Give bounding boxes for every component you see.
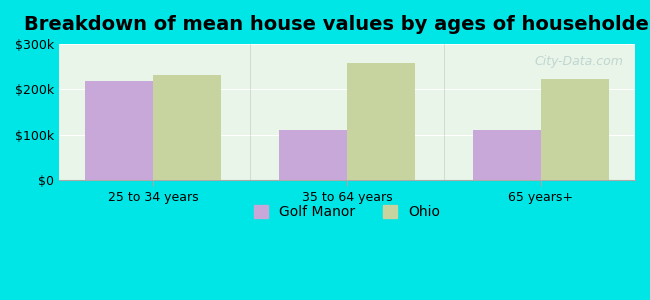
Bar — [279, 130, 347, 180]
Bar — [153, 75, 221, 180]
Text: City-Data.com: City-Data.com — [534, 55, 623, 68]
Bar — [541, 79, 609, 180]
Bar — [85, 81, 153, 180]
Legend: Golf Manor, Ohio: Golf Manor, Ohio — [248, 200, 445, 225]
Bar — [473, 130, 541, 180]
Title: Breakdown of mean house values by ages of householders: Breakdown of mean house values by ages o… — [24, 15, 650, 34]
Bar — [347, 63, 415, 180]
